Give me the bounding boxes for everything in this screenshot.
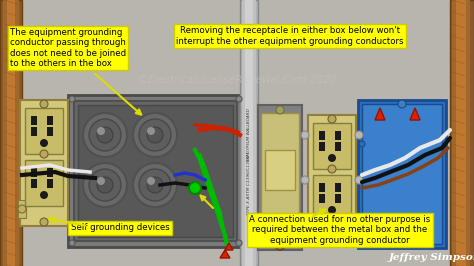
Bar: [47, 168, 53, 177]
Circle shape: [328, 165, 336, 173]
Bar: [335, 194, 341, 203]
Polygon shape: [375, 108, 385, 120]
Bar: [358, 100, 446, 248]
Circle shape: [398, 240, 406, 248]
Bar: [240, 0, 258, 266]
Circle shape: [97, 177, 105, 185]
Circle shape: [40, 191, 48, 199]
Bar: [258, 105, 302, 250]
Circle shape: [328, 154, 336, 162]
Circle shape: [189, 182, 201, 194]
Bar: [31, 127, 37, 136]
Bar: [456, 0, 466, 266]
Bar: [0, 0, 22, 266]
Circle shape: [398, 100, 406, 108]
Bar: [319, 142, 325, 151]
Bar: [25, 160, 63, 206]
Polygon shape: [225, 243, 233, 250]
Bar: [242, 0, 256, 266]
Bar: [308, 115, 356, 245]
Circle shape: [69, 96, 75, 102]
Circle shape: [147, 177, 155, 185]
Circle shape: [301, 176, 309, 184]
Bar: [78, 105, 233, 237]
Bar: [452, 0, 470, 266]
Bar: [319, 183, 325, 192]
Text: Jeffrey Simpson: Jeffrey Simpson: [389, 252, 474, 261]
Circle shape: [89, 119, 121, 151]
Bar: [319, 194, 325, 203]
Circle shape: [40, 100, 48, 108]
Circle shape: [18, 205, 26, 213]
Circle shape: [301, 216, 309, 224]
Circle shape: [328, 237, 336, 245]
Bar: [31, 168, 37, 177]
Circle shape: [236, 240, 242, 246]
Circle shape: [147, 127, 155, 135]
Bar: [31, 179, 37, 188]
Circle shape: [40, 139, 48, 147]
Bar: [265, 150, 295, 190]
Circle shape: [97, 127, 105, 135]
Bar: [47, 116, 53, 125]
Circle shape: [133, 113, 177, 157]
Circle shape: [139, 169, 171, 201]
Circle shape: [40, 150, 48, 158]
Bar: [68, 95, 243, 247]
Bar: [335, 142, 341, 151]
Text: TYPE X ASTM C1396/C1396M: TYPE X ASTM C1396/C1396M: [247, 151, 251, 215]
Circle shape: [139, 119, 171, 151]
Circle shape: [276, 106, 284, 114]
Circle shape: [301, 131, 309, 139]
Circle shape: [147, 177, 163, 193]
Circle shape: [355, 216, 363, 224]
Bar: [335, 183, 341, 192]
Circle shape: [275, 240, 285, 250]
Bar: [319, 131, 325, 140]
Bar: [74, 101, 237, 241]
Circle shape: [359, 141, 365, 147]
Text: ©ElectricalLicenseRenewal.Com 2020: ©ElectricalLicenseRenewal.Com 2020: [138, 75, 336, 85]
Polygon shape: [410, 108, 420, 120]
Text: Self grounding devices: Self grounding devices: [71, 223, 169, 232]
Bar: [47, 127, 53, 136]
Bar: [261, 113, 299, 242]
Text: Removing the receptacle in either box below won't
interrupt the other equipment : Removing the receptacle in either box be…: [176, 26, 404, 46]
Bar: [18, 200, 26, 218]
Bar: [245, 0, 253, 266]
Bar: [362, 104, 442, 244]
Circle shape: [147, 127, 163, 143]
Circle shape: [97, 177, 113, 193]
Circle shape: [328, 206, 336, 214]
Circle shape: [328, 115, 336, 123]
Bar: [47, 179, 53, 188]
Circle shape: [83, 113, 127, 157]
Text: A connection used for no other purpose is
required between the metal box and the: A connection used for no other purpose i…: [249, 215, 430, 245]
Bar: [450, 0, 474, 266]
Circle shape: [89, 169, 121, 201]
Bar: [7, 0, 15, 266]
Bar: [313, 123, 351, 169]
Bar: [335, 131, 341, 140]
Bar: [31, 116, 37, 125]
Bar: [20, 100, 68, 226]
Circle shape: [276, 239, 284, 247]
Circle shape: [236, 96, 242, 102]
Text: 5/8 GYPSUM WALLBOARD: 5/8 GYPSUM WALLBOARD: [247, 109, 251, 161]
Bar: [313, 175, 351, 221]
Text: The equipment grounding
conductor passing through
does not need to be joined
to : The equipment grounding conductor passin…: [10, 28, 126, 68]
Circle shape: [40, 218, 48, 226]
Circle shape: [69, 240, 75, 246]
Circle shape: [355, 131, 363, 139]
Bar: [25, 108, 63, 154]
Circle shape: [97, 127, 113, 143]
Bar: [3, 0, 19, 266]
Circle shape: [83, 163, 127, 207]
Circle shape: [355, 176, 363, 184]
Circle shape: [133, 163, 177, 207]
Polygon shape: [220, 250, 230, 258]
